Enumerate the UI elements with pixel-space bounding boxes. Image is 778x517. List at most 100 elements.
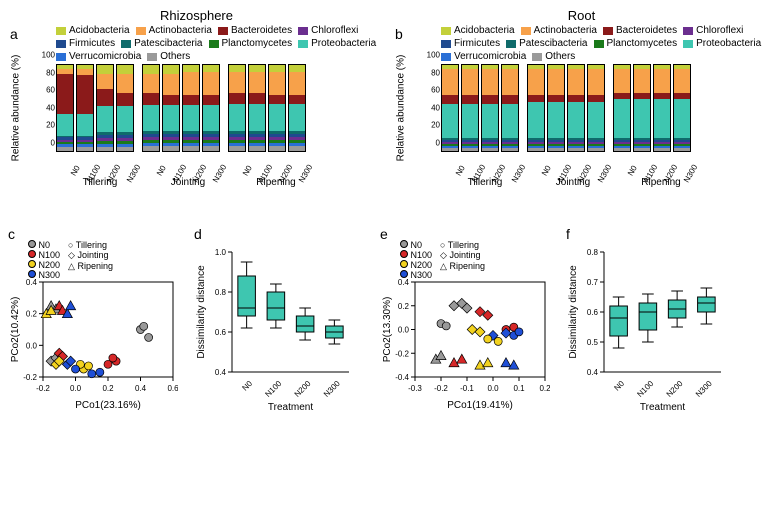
- stacked-bar: [248, 64, 266, 152]
- svg-text:0.0: 0.0: [487, 384, 499, 393]
- panel-a-title: Rhizosphere: [8, 8, 385, 23]
- legend-item: Others: [147, 51, 190, 62]
- svg-text:Treatment: Treatment: [268, 402, 313, 412]
- panel-f: f 0.40.50.60.70.8Dissimilarity distanceT…: [566, 232, 726, 492]
- panel-b-ylabel: Relative abundance (%): [396, 55, 407, 162]
- svg-text:0.5: 0.5: [587, 338, 599, 347]
- stacked-bar: [142, 64, 160, 152]
- stacked-bar: [653, 64, 671, 152]
- svg-text:0.6: 0.6: [167, 384, 178, 393]
- svg-text:0.0: 0.0: [26, 341, 38, 350]
- panel-a-ylabel: Relative abundance (%): [11, 55, 22, 162]
- stacked-bar: [162, 64, 180, 152]
- legend-item: N100: [28, 250, 60, 260]
- legend-item: Others: [532, 51, 575, 62]
- svg-text:0.2: 0.2: [398, 302, 410, 311]
- svg-text:0.2: 0.2: [539, 384, 550, 393]
- legend-item: Verrucomicrobia: [56, 51, 141, 62]
- panel-b-label: b: [395, 26, 403, 42]
- stacked-bar: [96, 64, 114, 152]
- stacked-bar: [228, 64, 246, 152]
- legend-item: ○ Tillering: [440, 240, 485, 250]
- legend-item: Acidobacteria: [56, 25, 130, 36]
- svg-text:-0.1: -0.1: [460, 384, 474, 393]
- legend-item: Proteobacteria: [683, 38, 761, 49]
- stacked-bar: [268, 64, 286, 152]
- svg-text:N300: N300: [694, 379, 714, 399]
- stacked-bar: [288, 64, 306, 152]
- panel-d-label: d: [194, 226, 202, 242]
- legend-item: Chloroflexi: [298, 25, 358, 36]
- panel-a: Rhizosphere a Acidobacteria Actinobacteri…: [8, 8, 385, 208]
- legend-item: ◇ Jointing: [68, 250, 113, 261]
- svg-text:0.8: 0.8: [215, 288, 227, 297]
- svg-text:PCo1(23.16%): PCo1(23.16%): [75, 400, 141, 411]
- stacked-bar: [441, 64, 459, 152]
- panel-e-label: e: [380, 226, 388, 242]
- legend-a: Acidobacteria Actinobacteria Bacteroidetes…: [56, 25, 385, 62]
- stacked-bar: [547, 64, 565, 152]
- stacked-bar: [527, 64, 545, 152]
- stacked-bars-b: [441, 64, 770, 152]
- svg-text:0.1: 0.1: [513, 384, 525, 393]
- legend-item: N0: [28, 240, 60, 250]
- boxplot-f: 0.40.50.60.70.8Dissimilarity distanceTre…: [566, 232, 726, 412]
- legend-item: ◇ Jointing: [440, 250, 485, 261]
- panel-c: c N0 N100 N200 N300○ Tillering◇ Jointing…: [8, 232, 188, 492]
- stacked-bar: [587, 64, 605, 152]
- svg-text:N200: N200: [665, 379, 685, 399]
- legend-b: Acidobacteria Actinobacteria Bacteroidetes…: [441, 25, 770, 62]
- legend-item: Planctomycetes: [209, 38, 293, 49]
- legend-item: Bacteroidetes: [603, 25, 677, 36]
- legend-item: Planctomycetes: [594, 38, 678, 49]
- svg-text:PCo2(10.42%): PCo2(10.42%): [10, 297, 21, 363]
- stacked-bar: [613, 64, 631, 152]
- svg-text:-0.3: -0.3: [408, 384, 422, 393]
- stacked-bar: [461, 64, 479, 152]
- panel-e: e N0 N100 N200 N300○ Tillering◇ Jointing…: [380, 232, 560, 492]
- legend-item: Verrucomicrobia: [441, 51, 526, 62]
- svg-text:N300: N300: [322, 379, 342, 399]
- legend-item: N300: [400, 270, 432, 280]
- stacked-bars-a: [56, 64, 385, 152]
- legend-item: N200: [28, 260, 60, 270]
- svg-text:N0: N0: [612, 379, 626, 393]
- legend-item: Bacteroidetes: [218, 25, 292, 36]
- legend-item: Firmicutes: [441, 38, 500, 49]
- stacked-bar: [501, 64, 519, 152]
- legend-item: Acidobacteria: [441, 25, 515, 36]
- legend-item: N300: [28, 270, 60, 280]
- legend-item: Patescibacteria: [121, 38, 202, 49]
- panel-a-label: a: [10, 26, 18, 42]
- svg-text:1.0: 1.0: [215, 248, 227, 257]
- svg-text:0.4: 0.4: [215, 368, 227, 377]
- svg-text:0.7: 0.7: [587, 278, 599, 287]
- panel-c-label: c: [8, 226, 15, 242]
- boxplot-d: 0.40.60.81.0Dissimilarity distanceTreatm…: [194, 232, 354, 412]
- svg-text:N200: N200: [293, 379, 313, 399]
- svg-text:Dissimilarity distance: Dissimilarity distance: [568, 265, 579, 359]
- scatter-legend-e: N0 N100 N200 N300○ Tillering◇ Jointing△ …: [400, 240, 485, 280]
- legend-item: Actinobacteria: [521, 25, 597, 36]
- legend-item: Actinobacteria: [136, 25, 212, 36]
- stacked-bar: [567, 64, 585, 152]
- svg-text:0.8: 0.8: [587, 248, 599, 257]
- legend-item: Patescibacteria: [506, 38, 587, 49]
- svg-text:0.4: 0.4: [587, 368, 599, 377]
- svg-text:0.0: 0.0: [70, 384, 82, 393]
- legend-item: Chloroflexi: [683, 25, 743, 36]
- legend-item: △ Ripening: [440, 261, 485, 272]
- legend-item: Firmicutes: [56, 38, 115, 49]
- svg-text:N100: N100: [263, 379, 283, 399]
- legend-item: Proteobacteria: [298, 38, 376, 49]
- svg-text:PCo1(19.41%): PCo1(19.41%): [447, 400, 513, 411]
- legend-item: ○ Tillering: [68, 240, 113, 250]
- scatter-legend-c: N0 N100 N200 N300○ Tillering◇ Jointing△ …: [28, 240, 113, 280]
- svg-text:0.2: 0.2: [102, 384, 114, 393]
- panel-b: Root b AcidobacteriaActinobacteriaBacter…: [393, 8, 770, 208]
- svg-text:N0: N0: [240, 379, 254, 393]
- stacked-bar: [673, 64, 691, 152]
- svg-text:-0.2: -0.2: [36, 384, 50, 393]
- stacked-bar: [56, 64, 74, 152]
- svg-text:0.4: 0.4: [135, 384, 147, 393]
